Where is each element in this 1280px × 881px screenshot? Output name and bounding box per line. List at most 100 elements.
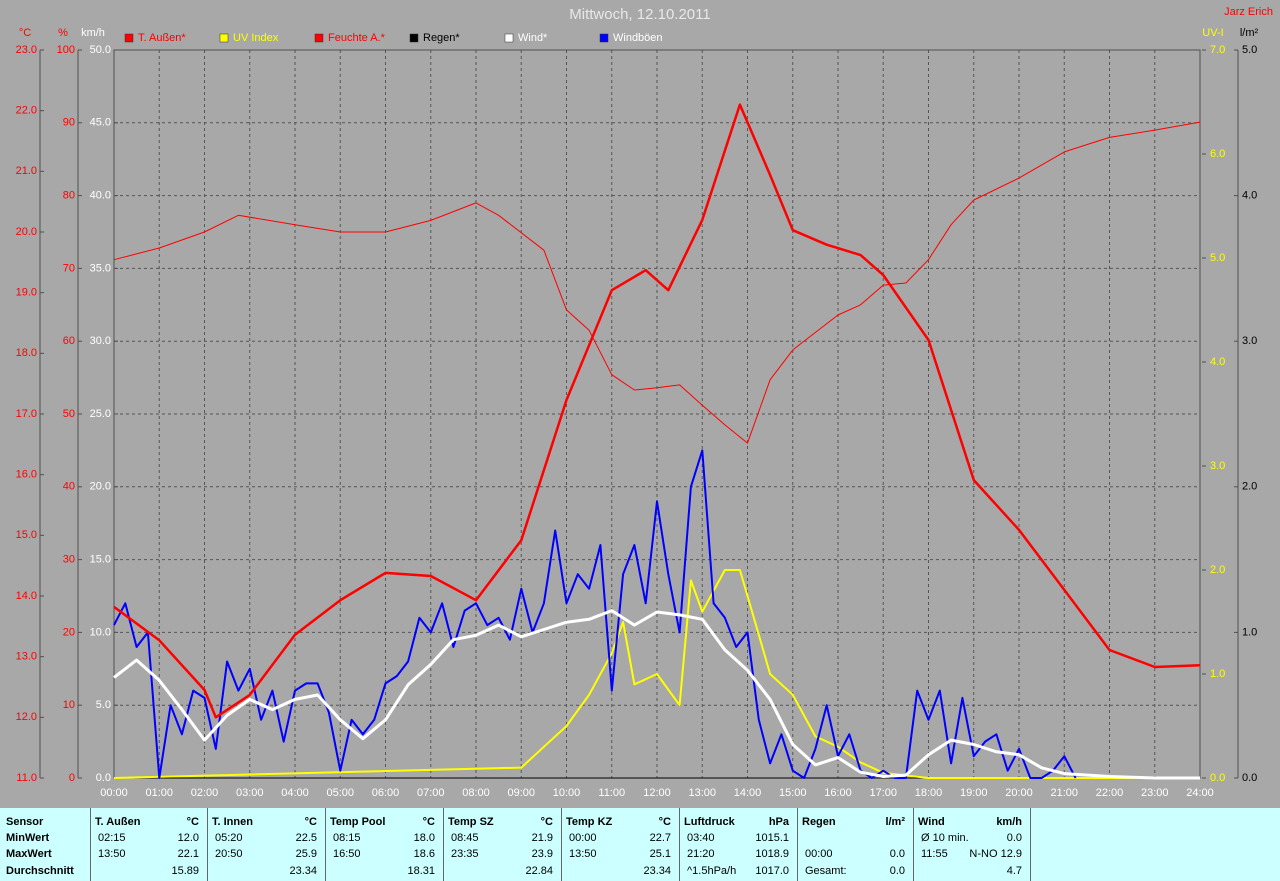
y-tick-label: 23.0	[16, 44, 37, 56]
cell-value: 21.9	[531, 832, 553, 844]
cell-time: Ø 10 min.	[921, 832, 969, 844]
x-tick-label: 18:00	[915, 787, 943, 799]
y-tick-label: 30	[63, 554, 75, 566]
cell-time: 13:50	[569, 848, 597, 860]
row-label: Durchschnitt	[6, 865, 74, 877]
legend-swatch	[409, 33, 419, 43]
legend-swatch	[124, 33, 134, 43]
cell-time: 21:20	[687, 848, 715, 860]
column-separator	[679, 808, 680, 881]
column-separator	[325, 808, 326, 881]
x-tick-label: 14:00	[734, 787, 762, 799]
y-tick-label: 22.0	[16, 105, 37, 117]
cell-value: 22.5	[295, 832, 317, 844]
x-tick-label: 10:00	[553, 787, 581, 799]
axis-unit: UV-I	[1202, 27, 1223, 39]
y-tick-label: 20.0	[90, 481, 111, 493]
cell-value: 23.34	[289, 865, 317, 877]
y-tick-label: 16.0	[16, 469, 37, 481]
cell-value: 25.1	[649, 848, 671, 860]
group-name: T. Außen	[95, 816, 141, 828]
y-tick-label: 45.0	[90, 117, 111, 129]
y-tick-label: 0.0	[1210, 772, 1225, 784]
column-separator	[443, 808, 444, 881]
axis-unit: l/m²	[1240, 27, 1259, 39]
chart: Mittwoch, 12.10.2011 Jarz Erich 00:00 01:…	[16, 6, 1273, 799]
author: Jarz Erich	[1224, 6, 1273, 18]
x-tick-label: 15:00	[779, 787, 807, 799]
cell-value: 1017.0	[755, 865, 789, 877]
x-tick-label: 23:00	[1141, 787, 1169, 799]
x-tick-label: 03:00	[236, 787, 264, 799]
legend-label: Regen*	[423, 32, 460, 44]
y-tick-label: 10.0	[90, 626, 111, 638]
y-tick-label: 5.0	[1242, 44, 1257, 56]
column-separator	[913, 808, 914, 881]
series-line	[113, 121, 1201, 444]
y-tick-label: 100	[57, 44, 75, 56]
x-tick-label: 04:00	[281, 787, 309, 799]
y-tick-label: 70	[63, 262, 75, 274]
y-tick-label: 35.0	[90, 262, 111, 274]
x-tick-label: 05:00	[326, 787, 354, 799]
y-tick-label: 7.0	[1210, 44, 1225, 56]
cell-value: 23.34	[643, 865, 671, 877]
cell-value: 25.9	[295, 848, 317, 860]
cell-time: 03:40	[687, 832, 715, 844]
legend-label: Feuchte A.*	[328, 32, 386, 44]
group-unit: °C	[186, 816, 199, 828]
legend-label: Wind*	[518, 32, 548, 44]
x-tick-label: 07:00	[417, 787, 445, 799]
legend-label: T. Außen*	[138, 32, 186, 44]
y-tick-label: 20.0	[16, 226, 37, 238]
y-tick-label: 0.0	[1242, 772, 1257, 784]
cell-value: 23.9	[531, 848, 553, 860]
column-separator	[1030, 808, 1031, 881]
x-tick-label: 21:00	[1050, 787, 1078, 799]
y-tick-label: 14.0	[16, 590, 37, 602]
axis-unit: °C	[19, 27, 31, 39]
cell-value: 12.0	[177, 832, 199, 844]
y-tick-label: 3.0	[1210, 460, 1225, 472]
y-tick-label: 6.0	[1210, 148, 1225, 160]
x-tick-label: 22:00	[1096, 787, 1124, 799]
x-tick-label: 02:00	[191, 787, 219, 799]
x-tick-label: 09:00	[507, 787, 535, 799]
group-unit: l/m²	[885, 816, 905, 828]
column-separator	[90, 808, 91, 881]
cell-time: 13:50	[98, 848, 126, 860]
legend-label: UV Index	[233, 32, 279, 44]
y-tick-label: 1.0	[1242, 626, 1257, 638]
legend-swatch	[504, 33, 514, 43]
x-tick-label: 06:00	[372, 787, 400, 799]
y-tick-label: 50.0	[90, 44, 111, 56]
cell-time: Gesamt:	[805, 865, 847, 877]
row-label: MaxWert	[6, 848, 52, 860]
group-name: Regen	[802, 816, 836, 828]
cell-value: 4.7	[1006, 865, 1022, 877]
y-tick-label: 4.0	[1242, 190, 1257, 202]
cell-value: 0.0	[889, 848, 905, 860]
y-tick-label: 90	[63, 117, 75, 129]
cell-time: 00:00	[805, 848, 833, 860]
cell-time: 05:20	[215, 832, 243, 844]
cell-value: 18.0	[413, 832, 435, 844]
series-line	[113, 609, 1200, 780]
y-tick-label: 60	[63, 335, 75, 347]
series-line	[113, 449, 1077, 779]
axis-unit: %	[58, 27, 68, 39]
group-unit: °C	[540, 816, 553, 828]
legend-swatch	[219, 33, 229, 43]
x-tick-label: 19:00	[960, 787, 988, 799]
y-tick-label: 15.0	[90, 554, 111, 566]
y-tick-label: 30.0	[90, 335, 111, 347]
cell-time: 20:50	[215, 848, 243, 860]
x-tick-label: 08:00	[462, 787, 490, 799]
x-tick-label: 00:00	[100, 787, 128, 799]
y-tick-label: 5.0	[1210, 252, 1225, 264]
x-tick-label: 12:00	[643, 787, 671, 799]
group-name: Temp KZ	[566, 816, 613, 828]
group-unit: °C	[658, 816, 671, 828]
legend-swatch	[599, 33, 609, 43]
